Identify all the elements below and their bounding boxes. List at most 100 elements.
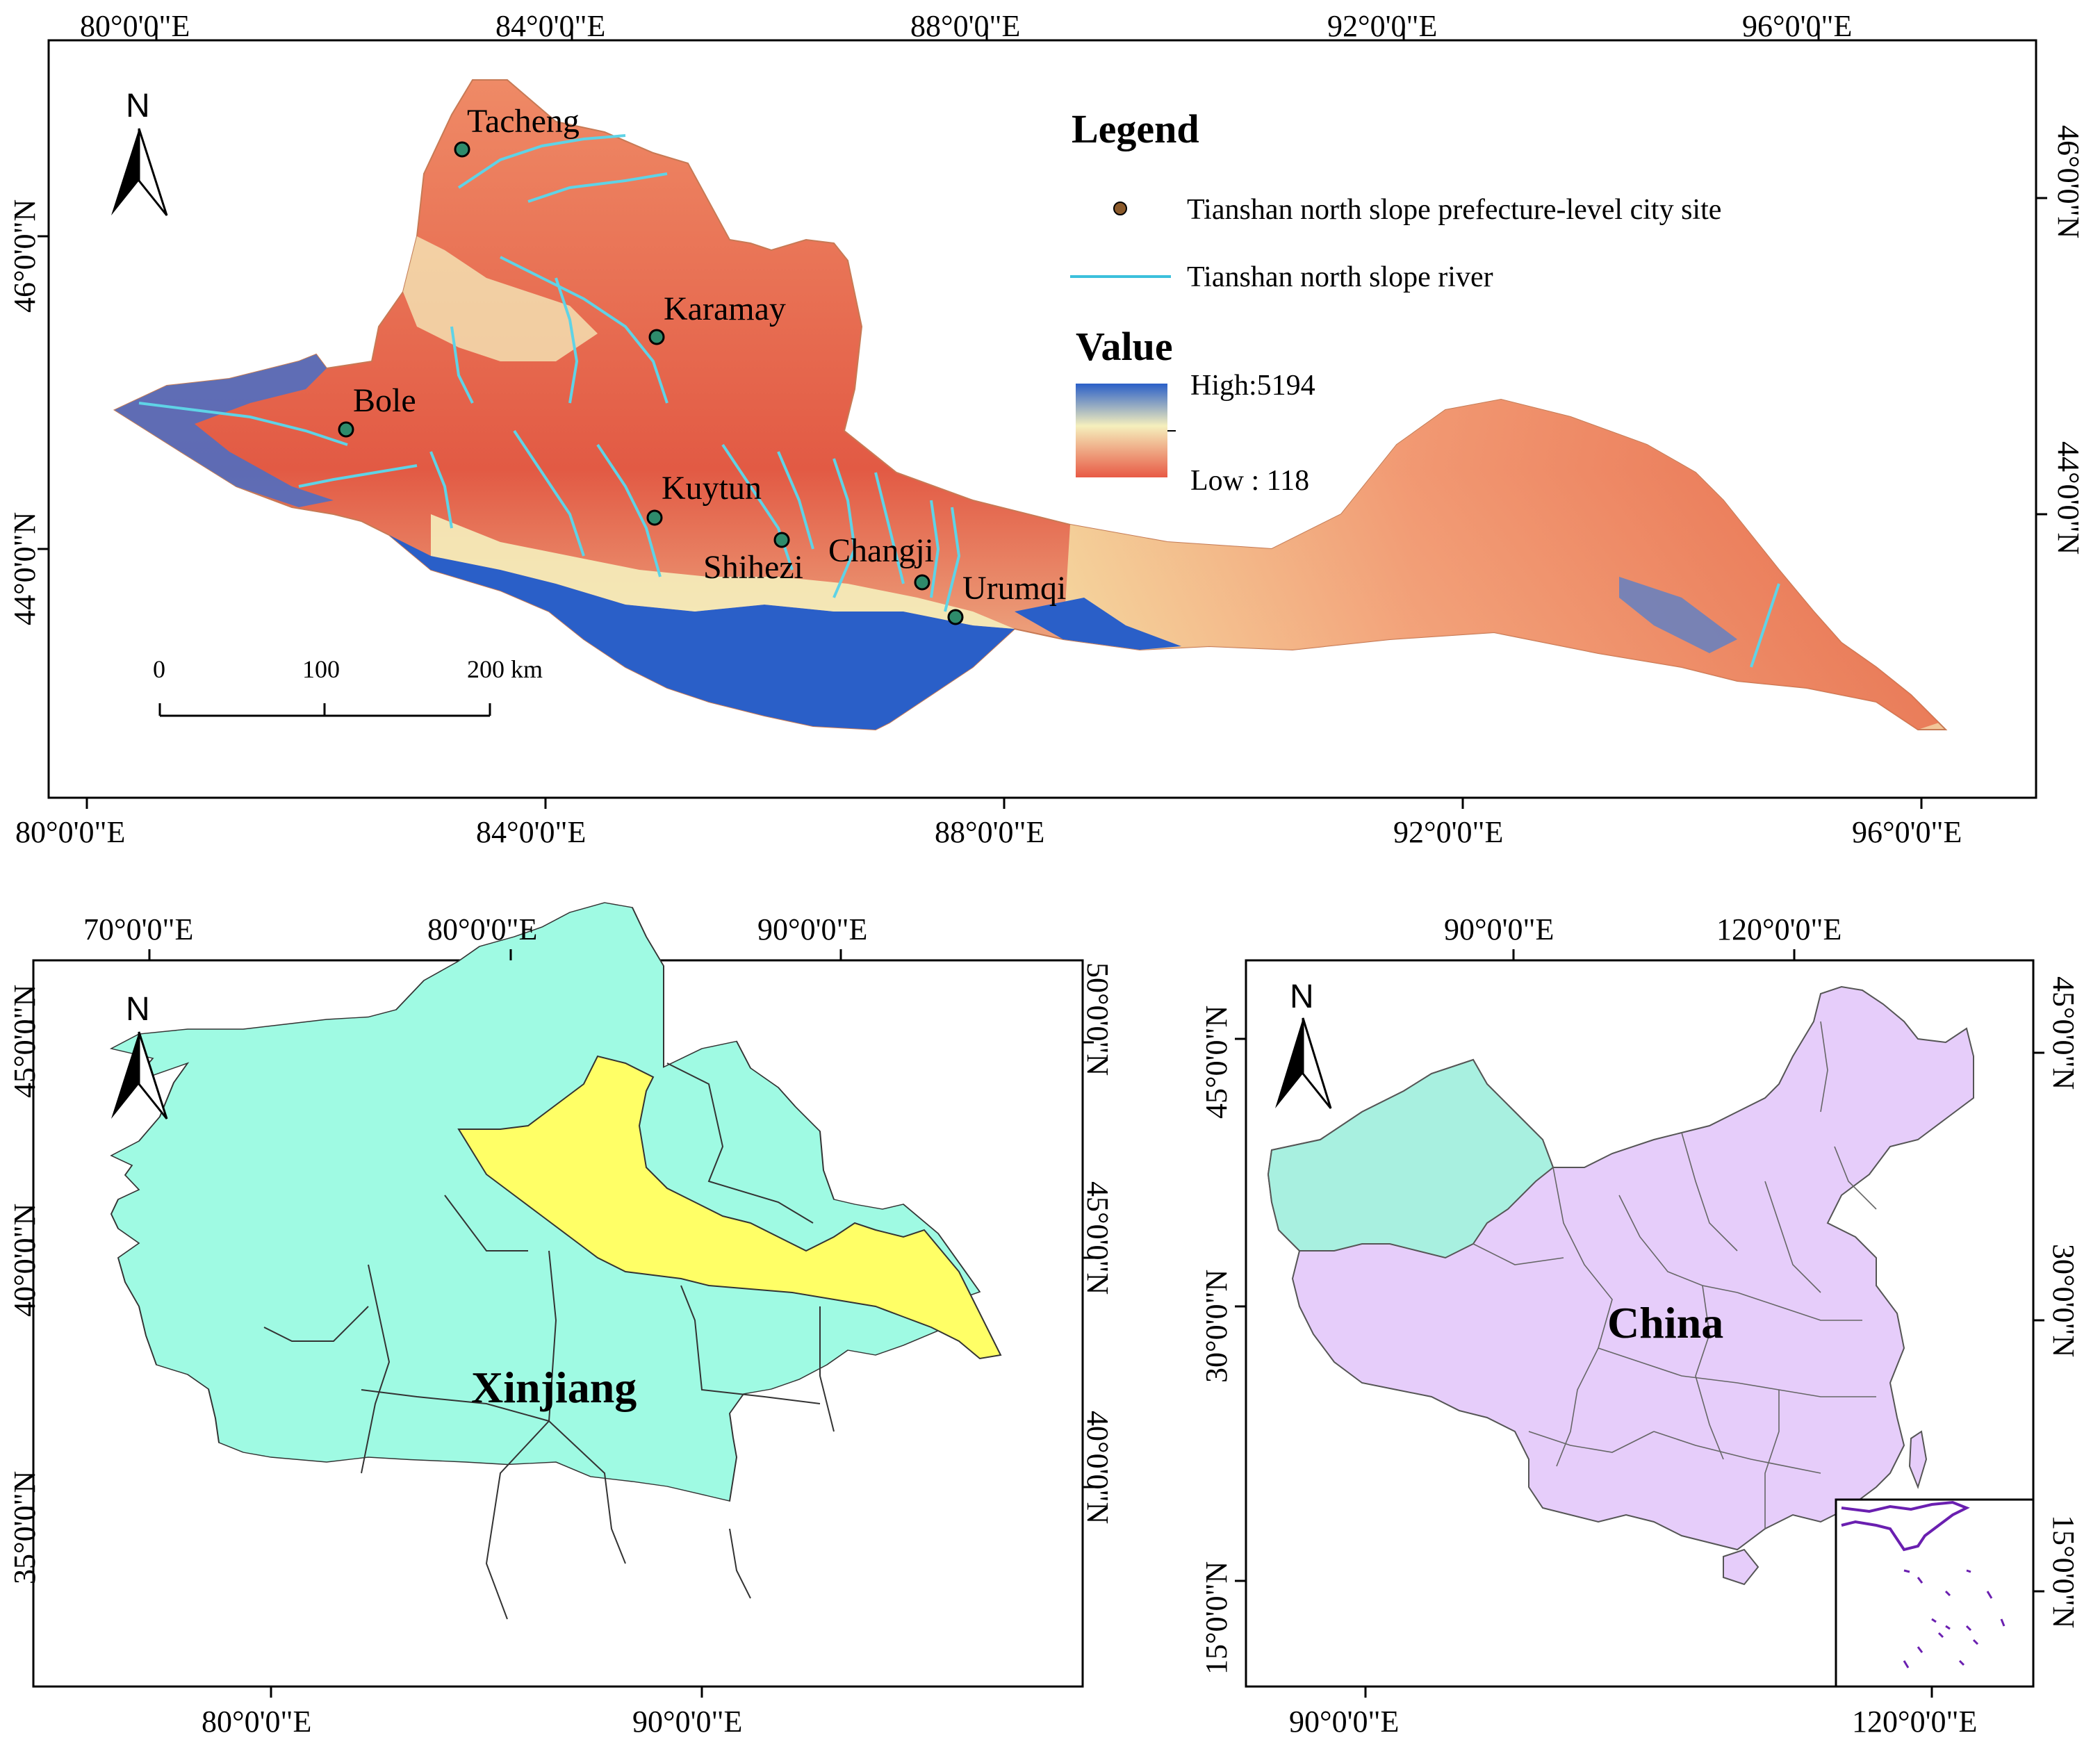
city-label: Shihezi — [703, 549, 803, 586]
north-arrow-left — [1275, 1018, 1303, 1108]
river — [874, 472, 905, 584]
river — [777, 451, 814, 550]
legend-city-symbol — [1113, 202, 1127, 215]
china-north-arrow: N — [1275, 978, 1332, 1109]
right-tick-label: 30°0'0"N — [2046, 1244, 2081, 1357]
right-tick-label: 15°0'0"N — [2046, 1515, 2081, 1628]
bottom-tick-label: 120°0'0"E — [1852, 1705, 1977, 1739]
eastern-highland-2 — [1619, 577, 1737, 653]
xinjiang-boundaries — [263, 1062, 835, 1620]
legend-value-ramp — [1076, 384, 1167, 477]
city-label: Urumqi — [962, 570, 1066, 607]
city-urumqi[interactable]: Urumqi — [947, 570, 1066, 625]
main-ticks — [38, 29, 2047, 809]
city-marker — [646, 509, 663, 526]
scale-label-0: 0 — [153, 655, 165, 683]
bottom-tick-label: 84°0'0"E — [476, 815, 586, 849]
inset-islands — [1903, 1569, 2005, 1668]
bottom-tick-label: 90°0'0"E — [632, 1705, 742, 1739]
river — [930, 500, 940, 598]
scale-label-200: 200 km — [467, 655, 543, 683]
legend-title: Legend — [1072, 106, 1199, 151]
city-marker — [914, 574, 930, 591]
city-marker — [648, 329, 665, 345]
river — [138, 402, 348, 446]
xinjiang-north-arrow: N — [111, 991, 168, 1119]
north-arrow-left — [111, 1032, 139, 1119]
north-arrow-right — [1302, 1017, 1332, 1109]
left-tick-label: 45°0'0"N — [8, 985, 42, 1098]
top-tick-label: 90°0'0"E — [1444, 912, 1554, 946]
river — [944, 507, 961, 612]
top-tick-label: 70°0'0"E — [83, 912, 193, 946]
legend-city-label: Tianshan north slope prefecture-level ci… — [1187, 194, 1721, 226]
north-arrow: N — [111, 88, 168, 216]
right-tick-label: 45°0'0"N — [1081, 1181, 1115, 1295]
north-arrow-right — [138, 128, 168, 216]
city-shihezi[interactable]: Shihezi — [703, 532, 803, 586]
left-tick-label: 44°0'0"N — [8, 512, 42, 625]
left-tick-label: 30°0'0"N — [1199, 1270, 1233, 1383]
river — [429, 451, 453, 529]
legend-high: High:5194 — [1190, 370, 1315, 402]
city-karamay[interactable]: Karamay — [648, 290, 786, 345]
city-tacheng[interactable]: Tacheng — [454, 103, 580, 158]
bottom-tick-label: 80°0'0"E — [202, 1705, 311, 1739]
bottom-tick-label: 92°0'0"E — [1393, 815, 1503, 849]
north-label: N — [1290, 978, 1314, 1015]
xinjiang-map: Xinjiang N 70°0'0"E 80°0'0"E 90°0'0"E 80… — [8, 902, 1115, 1739]
southern-foothills — [431, 514, 1015, 629]
hainan-island — [1723, 1548, 1759, 1586]
river — [721, 443, 794, 571]
xinjiang-label: Xinjiang — [471, 1363, 637, 1412]
right-tick-label: 40°0'0"N — [1081, 1411, 1115, 1524]
river — [450, 326, 474, 404]
rivers — [138, 134, 1780, 668]
left-tick-label: 45°0'0"N — [1199, 1006, 1233, 1119]
city-changji[interactable]: Changji — [828, 532, 934, 591]
left-tick-label: 46°0'0"N — [8, 199, 42, 313]
city-marker — [338, 421, 354, 438]
river — [832, 458, 857, 598]
southern-highland — [389, 535, 1015, 730]
city-label: Changji — [828, 532, 934, 569]
top-tick-label: 120°0'0"E — [1716, 912, 1841, 946]
top-tick-label: 88°0'0"E — [910, 9, 1020, 43]
river — [555, 277, 579, 404]
legend-river-label: Tianshan north slope river — [1187, 261, 1493, 293]
north-arrow-right — [138, 1031, 168, 1119]
right-tick-label: 50°0'0"N — [1081, 962, 1115, 1076]
river — [527, 172, 668, 203]
top-tick-label: 80°0'0"E — [80, 9, 190, 43]
bottom-tick-label: 88°0'0"E — [935, 815, 1044, 849]
main-map: Tacheng Karamay Bole Kuytun Shihezi Chan… — [8, 9, 2085, 849]
north-arrow-left — [111, 129, 139, 215]
city-label: Kuytun — [662, 470, 762, 507]
legend-low: Low : 118 — [1190, 465, 1309, 497]
city-label: Tacheng — [467, 103, 580, 140]
tianshan-north-slope-highlight — [457, 1055, 1002, 1360]
city-bole[interactable]: Bole — [338, 382, 416, 438]
bottom-tick-label: 90°0'0"E — [1289, 1705, 1399, 1739]
top-tick-label: 90°0'0"E — [757, 912, 867, 946]
bottom-tick-label: 96°0'0"E — [1852, 815, 1962, 849]
taiwan-island — [1908, 1430, 1928, 1490]
china-ticks — [1235, 949, 2044, 1698]
left-tick-label: 40°0'0"N — [8, 1204, 42, 1317]
bottom-tick-label: 80°0'0"E — [15, 815, 125, 849]
legend: Legend Tianshan north slope prefecture-l… — [1070, 106, 1721, 497]
city-label: Karamay — [664, 290, 786, 327]
river — [298, 464, 418, 488]
left-tick-label: 15°0'0"N — [1199, 1561, 1233, 1675]
right-tick-label: 45°0'0"N — [2046, 976, 2081, 1090]
china-map: China N — [1199, 912, 2081, 1739]
eastern-highland — [1015, 598, 1181, 650]
city-kuytun[interactable]: Kuytun — [646, 470, 762, 526]
right-tick-label: 44°0'0"N — [2051, 441, 2085, 555]
xinjiang-ticks — [22, 949, 1094, 1698]
province-boundaries — [1473, 1021, 1877, 1529]
top-tick-label: 80°0'0"E — [427, 912, 537, 946]
scale-label-100: 100 — [302, 655, 340, 683]
river — [513, 429, 585, 557]
scale-bar: 0 100 200 km — [153, 655, 543, 717]
